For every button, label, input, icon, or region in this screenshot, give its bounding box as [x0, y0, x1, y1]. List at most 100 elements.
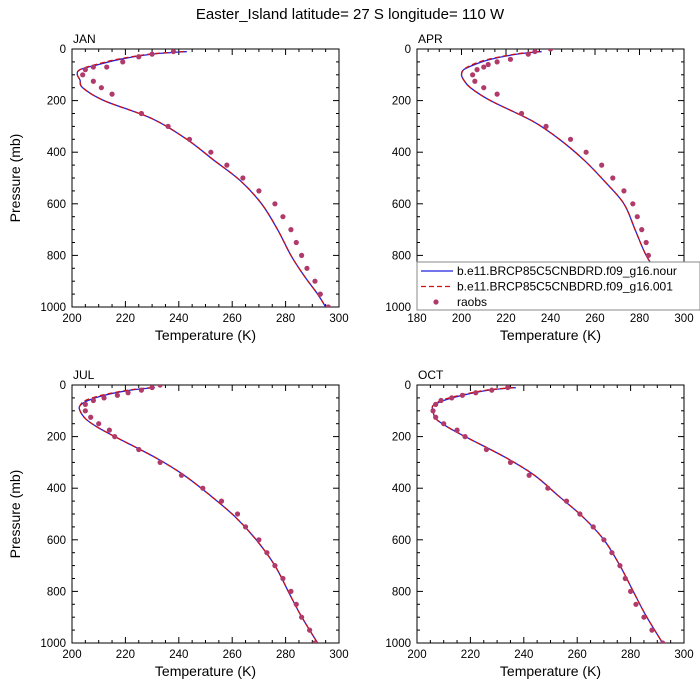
- raobs-point: [449, 395, 455, 401]
- raobs-point: [645, 252, 652, 258]
- raobs-point: [547, 49, 554, 52]
- raobs-point: [288, 227, 294, 233]
- x-tick-label: 280: [276, 649, 295, 661]
- series-line-nour: [76, 50, 327, 307]
- y-tick-label: 600: [392, 535, 411, 547]
- series-line-nour: [431, 386, 664, 643]
- raobs-point: [80, 72, 86, 78]
- raobs-point: [481, 64, 487, 70]
- plot-frame: [71, 384, 340, 644]
- x-tick-label: 260: [223, 649, 242, 661]
- raobs-point: [307, 627, 313, 633]
- y-tick-label: 400: [47, 147, 66, 159]
- series-group: [76, 49, 331, 307]
- raobs-point: [462, 434, 468, 440]
- x-tick-label: 240: [169, 313, 188, 325]
- raobs-point: [617, 563, 623, 569]
- x-tick-label: 200: [62, 313, 81, 325]
- legend-label: b.e11.BRCP85C5CNBDRD.f09_g16.001: [457, 280, 673, 294]
- raobs-point: [481, 85, 487, 91]
- raobs-point: [610, 175, 616, 181]
- x-tick-label: 240: [514, 649, 533, 661]
- raobs-point: [494, 59, 500, 65]
- series-line-001: [78, 386, 319, 643]
- raobs-point: [88, 414, 94, 420]
- raobs-point: [599, 162, 605, 168]
- x-tick-label: 300: [674, 649, 693, 661]
- x-axis-label: Temperature (K): [155, 327, 256, 343]
- raobs-point: [505, 385, 511, 391]
- raobs-point: [293, 239, 299, 246]
- raobs-point: [90, 64, 96, 70]
- raobs-point: [82, 67, 88, 73]
- panel-jan: JAN 200 220 240 260 280 300 0 200 400 600 800 1000 Te…: [7, 32, 349, 343]
- raobs-point: [639, 227, 645, 233]
- y-tick-label: 600: [392, 199, 411, 211]
- raobs-point: [224, 162, 230, 168]
- series-group: [78, 385, 319, 643]
- raobs-point: [138, 110, 145, 117]
- legend-marker-dot: [433, 299, 439, 305]
- raobs-point: [470, 72, 476, 78]
- raobs-point: [621, 188, 627, 194]
- raobs-point: [630, 201, 636, 207]
- x-tick-label: 220: [461, 649, 480, 661]
- raobs-point: [178, 472, 185, 478]
- raobs-point: [507, 56, 514, 62]
- x-tick-label: 240: [541, 313, 560, 325]
- raobs-point: [138, 387, 145, 393]
- raobs-point: [641, 614, 647, 620]
- y-tick-label: 1000: [40, 302, 66, 314]
- x-axis-label: Temperature (K): [500, 327, 601, 343]
- raobs-point: [526, 472, 532, 478]
- raobs-point: [272, 563, 278, 569]
- raobs-point: [136, 446, 142, 453]
- y-tick-label: 400: [392, 147, 411, 159]
- raobs-point: [272, 201, 278, 207]
- y-axis-label: Pressure (mb): [7, 134, 23, 223]
- y-tick-label: 200: [392, 432, 411, 444]
- x-tick-label: 260: [223, 313, 242, 325]
- y-tick-label: 600: [47, 535, 66, 547]
- series-line-001: [76, 50, 327, 307]
- series-line-001: [460, 50, 676, 307]
- raobs-point: [433, 401, 439, 407]
- legend-label: raobs: [457, 295, 487, 309]
- raobs-point: [628, 588, 634, 595]
- raobs-point: [264, 550, 270, 556]
- raobs-point: [104, 64, 110, 70]
- raobs-point: [459, 392, 465, 398]
- raobs-point: [170, 49, 177, 55]
- y-axis-label: Pressure (mb): [7, 470, 23, 559]
- series-line-001: [431, 386, 664, 643]
- x-axis-label: Temperature (K): [500, 663, 601, 679]
- series-group: [430, 385, 666, 643]
- raobs-point: [109, 91, 115, 97]
- raobs-point: [485, 61, 491, 68]
- raobs-point: [288, 588, 294, 595]
- plot-frame: [416, 384, 685, 644]
- raobs-point: [240, 175, 246, 181]
- x-tick-label: 220: [496, 313, 515, 325]
- raobs-point: [208, 149, 214, 155]
- raobs-point: [563, 498, 570, 504]
- x-tick-label: 180: [407, 313, 426, 325]
- raobs-point: [317, 291, 323, 297]
- raobs-point: [299, 252, 305, 258]
- raobs-point: [473, 390, 479, 396]
- series-line-nour: [78, 386, 319, 643]
- raobs-point: [660, 640, 666, 643]
- raobs-point: [474, 67, 480, 73]
- y-tick-label: 0: [405, 380, 411, 392]
- raobs-point: [622, 575, 628, 582]
- legend-box: [416, 261, 700, 311]
- raobs-point: [430, 408, 436, 414]
- y-tick-label: 400: [392, 483, 411, 495]
- raobs-point: [157, 459, 163, 465]
- x-tick-label: 200: [407, 649, 426, 661]
- y-tick-label: 600: [47, 199, 66, 211]
- x-tick-label: 300: [329, 649, 348, 661]
- y-tick-label: 200: [47, 432, 66, 444]
- raobs-point: [583, 149, 589, 155]
- raobs-point: [120, 59, 126, 65]
